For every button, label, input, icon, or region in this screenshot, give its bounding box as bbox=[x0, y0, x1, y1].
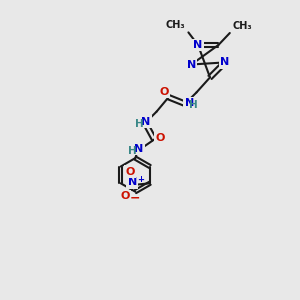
Text: CH₃: CH₃ bbox=[233, 21, 252, 31]
Text: CH₃: CH₃ bbox=[166, 20, 185, 30]
Text: H: H bbox=[128, 146, 137, 157]
Text: N: N bbox=[185, 98, 194, 108]
Text: H: H bbox=[135, 119, 144, 129]
Text: N: N bbox=[220, 57, 230, 68]
Text: N: N bbox=[187, 59, 196, 70]
Text: O: O bbox=[159, 87, 169, 97]
Text: N: N bbox=[194, 40, 202, 50]
Text: O: O bbox=[155, 133, 165, 143]
Text: N: N bbox=[134, 144, 143, 154]
Text: N: N bbox=[128, 177, 137, 188]
Text: −: − bbox=[129, 191, 140, 204]
Text: O: O bbox=[121, 191, 130, 201]
Text: +: + bbox=[136, 175, 144, 184]
Text: N: N bbox=[141, 117, 150, 127]
Text: H: H bbox=[189, 100, 198, 110]
Text: O: O bbox=[125, 167, 134, 177]
